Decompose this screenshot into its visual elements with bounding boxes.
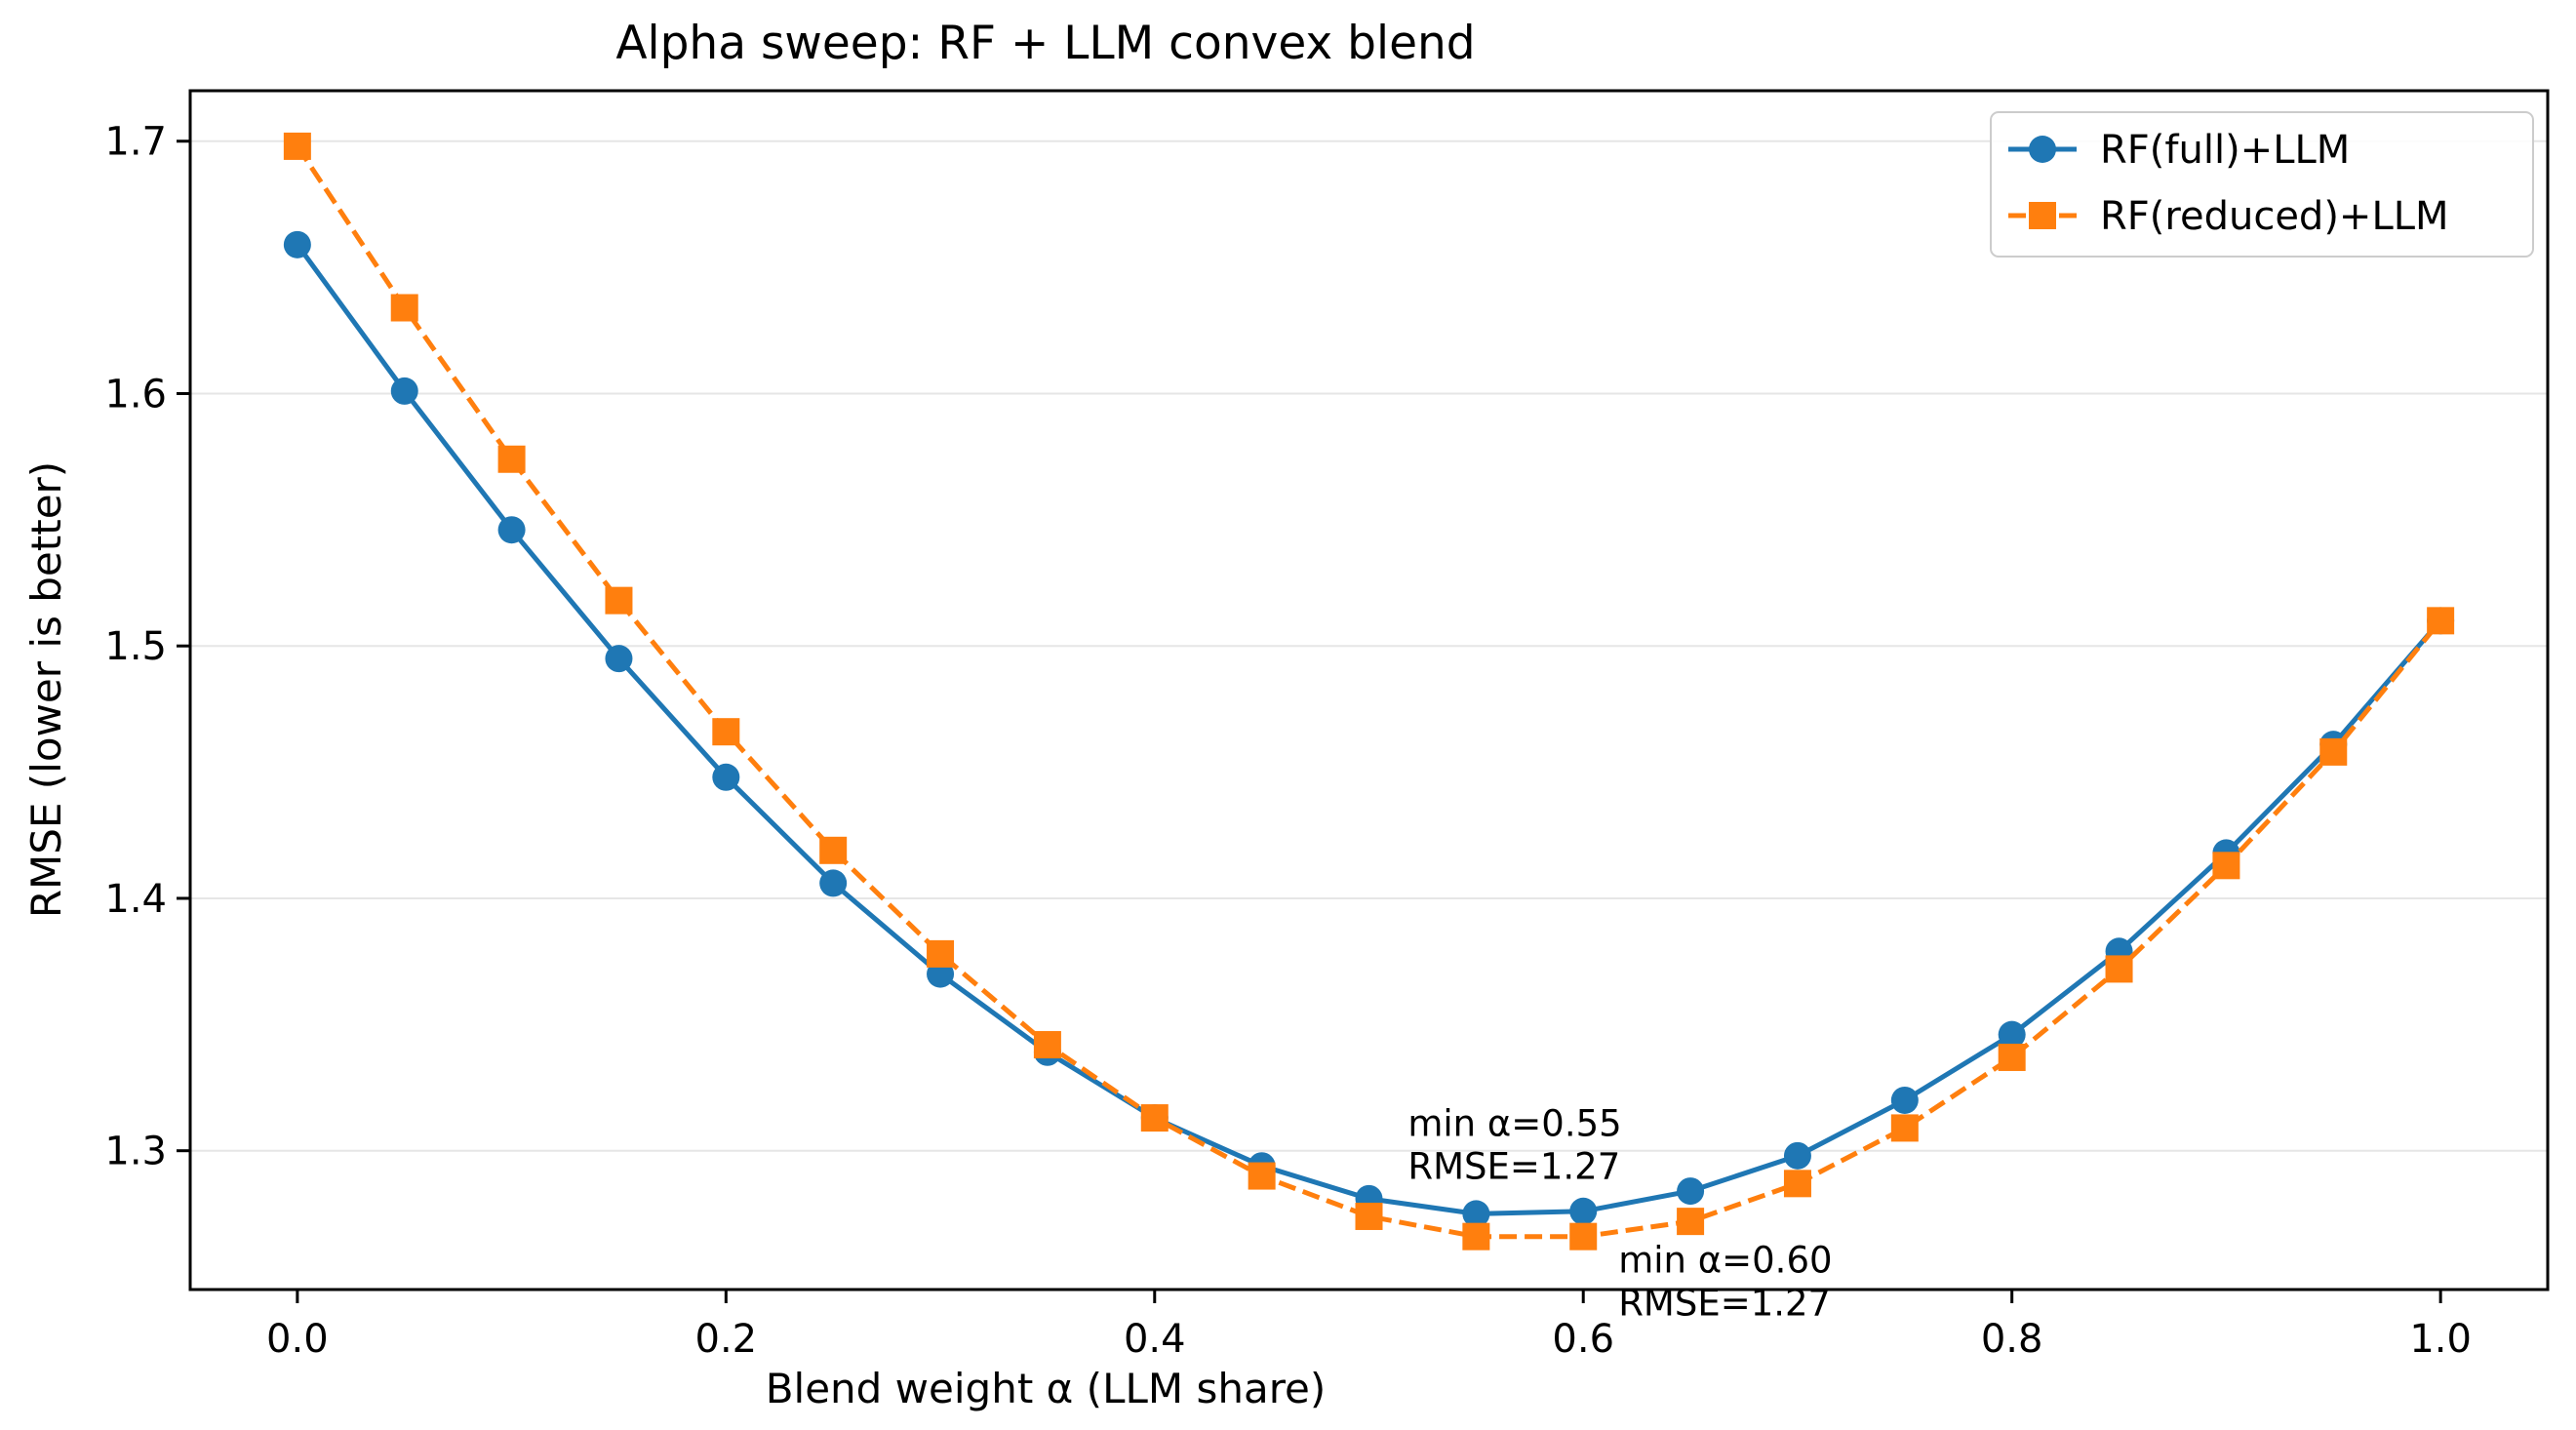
data-point: [1998, 1043, 2026, 1071]
data-point: [1998, 1020, 2026, 1049]
x-tick-label: 0.6: [1552, 1317, 1614, 1362]
y-tick-label: 1.6: [104, 372, 167, 417]
annotation-alpha: min α=0.60: [1618, 1240, 1832, 1282]
legend-item: RF(full)+LLM: [2008, 128, 2350, 173]
y-tick-label: 1.5: [104, 624, 167, 669]
data-point: [1462, 1222, 1490, 1251]
data-point: [497, 516, 526, 544]
data-point: [1783, 1170, 1811, 1198]
data-point: [712, 718, 740, 746]
data-point: [927, 939, 955, 968]
series-rf-reduced-llm: [283, 132, 2455, 1251]
x-tick-label: 1.0: [2409, 1317, 2472, 1362]
data-point: [2105, 955, 2133, 983]
annotation-alpha: min α=0.55: [1407, 1102, 1621, 1144]
x-tick-label: 0.0: [266, 1317, 329, 1362]
data-point: [2212, 852, 2240, 880]
data-point: [1890, 1086, 1919, 1114]
x-tick-label: 0.4: [1124, 1317, 1186, 1362]
data-point: [1033, 1031, 1061, 1059]
y-axis-label: RMSE (lower is better): [22, 461, 70, 918]
legend: RF(full)+LLM RF(reduced)+LLM: [1990, 111, 2534, 258]
y-tick-label: 1.3: [104, 1130, 167, 1174]
data-point: [1677, 1177, 1705, 1206]
data-point: [1462, 1200, 1490, 1228]
series-layer: [283, 132, 2455, 1251]
x-tick-label: 0.2: [695, 1317, 758, 1362]
data-point: [1783, 1141, 1811, 1170]
data-point: [605, 645, 633, 673]
data-point: [1569, 1197, 1598, 1225]
y-tick-label: 1.7: [104, 120, 167, 165]
legend-marker: [2029, 136, 2056, 163]
data-point: [819, 869, 848, 897]
legend-box: [1990, 111, 2534, 258]
data-point: [390, 294, 418, 322]
series-line: [295, 144, 2443, 1240]
plot-frame: [188, 89, 2550, 1291]
legend-label: RF(reduced)+LLM: [2100, 194, 2449, 239]
y-tick-label: 1.4: [104, 877, 167, 922]
data-point: [1248, 1162, 1276, 1190]
data-point: [819, 836, 848, 864]
data-point: [712, 763, 740, 791]
x-axis-label: Blend weight α (LLM share): [766, 1365, 1327, 1412]
tick-layer: 1.3 1.4 1.5 1.6 1.7 0.0 0.2 0.4 0.6 0.8 1.0: [104, 120, 2472, 1362]
data-point: [2319, 737, 2348, 766]
data-point: [283, 132, 311, 160]
legend-item: RF(reduced)+LLM: [2008, 194, 2449, 239]
data-point: [390, 377, 418, 405]
data-point: [2427, 607, 2455, 635]
data-point: [1569, 1222, 1598, 1251]
annotation-rmse: RMSE=1.27: [1407, 1145, 1620, 1187]
data-point: [1890, 1114, 1919, 1142]
data-point: [497, 445, 526, 473]
data-point: [1677, 1208, 1705, 1236]
chart-title: Alpha sweep: RF + LLM convex blend: [615, 17, 1475, 70]
data-point: [283, 230, 311, 258]
legend-label: RF(full)+LLM: [2100, 128, 2350, 173]
legend-marker: [2029, 202, 2056, 229]
data-point: [1355, 1202, 1383, 1230]
data-point: [1140, 1104, 1169, 1132]
x-tick-label: 0.8: [1981, 1317, 2043, 1362]
grid-layer: [190, 139, 2548, 1152]
data-point: [605, 586, 633, 615]
